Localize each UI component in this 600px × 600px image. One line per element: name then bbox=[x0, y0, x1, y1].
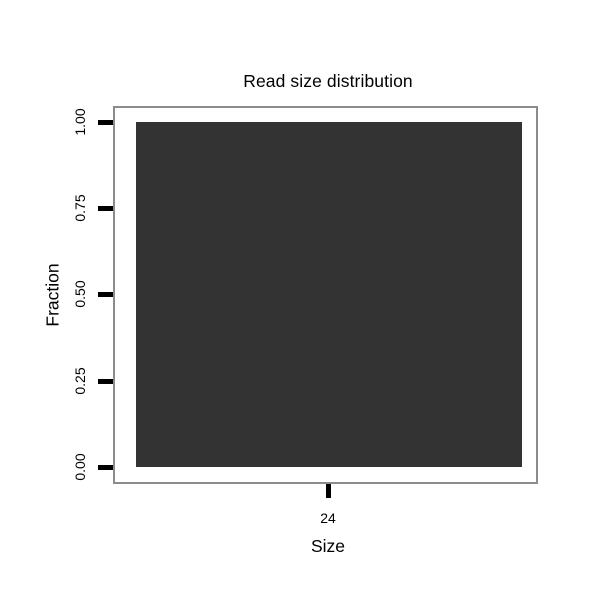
y-axis-tick-0.75 bbox=[98, 206, 113, 211]
y-axis-label-0.50-text: 0.50 bbox=[72, 280, 88, 308]
y-axis-tick-0.00 bbox=[98, 465, 113, 470]
y-axis-tick-1.00 bbox=[98, 120, 113, 125]
x-axis-title: Size bbox=[310, 536, 346, 556]
y-axis-label-0.25-text: 0.25 bbox=[72, 367, 88, 395]
y-axis-tick-0.50 bbox=[98, 292, 113, 297]
x-axis-tick-24 bbox=[326, 484, 331, 498]
y-axis-tick-0.25 bbox=[98, 379, 113, 384]
bar-24 bbox=[136, 122, 522, 467]
chart-title: Read size distribution bbox=[243, 71, 413, 91]
y-axis-label-0.00-text: 0.00 bbox=[72, 453, 88, 481]
y-axis-label-0.75-text: 0.75 bbox=[72, 194, 88, 222]
plot-area bbox=[113, 106, 538, 484]
y-axis-label-1.00-text: 1.00 bbox=[72, 108, 88, 136]
y-axis-title-text: Fraction bbox=[42, 263, 63, 327]
x-axis-label-24: 24 bbox=[320, 510, 336, 526]
